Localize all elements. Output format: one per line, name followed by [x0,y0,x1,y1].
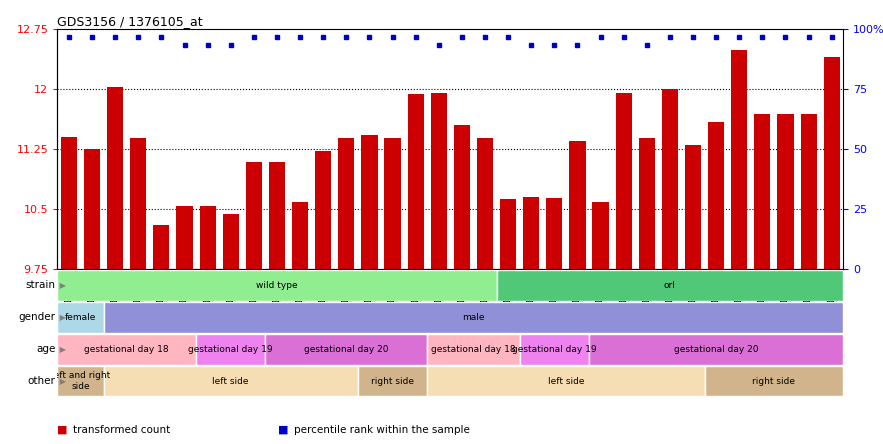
Text: right side: right side [371,377,414,386]
Bar [477,139,493,269]
Bar [57,270,496,301]
Bar [130,139,147,269]
Bar [196,334,266,365]
Bar [496,270,843,301]
Text: gestational day 20: gestational day 20 [674,345,758,354]
Bar [358,366,427,396]
Bar [708,123,724,269]
Text: gestational day 18: gestational day 18 [85,345,169,354]
Bar [266,334,427,365]
Text: GDS3156 / 1376105_at: GDS3156 / 1376105_at [57,15,203,28]
Text: left side: left side [547,377,585,386]
Bar [547,198,562,269]
Bar [408,95,424,269]
Bar [84,149,100,269]
Text: left side: left side [213,377,249,386]
Bar [427,366,705,396]
Bar [338,139,354,269]
Text: wild type: wild type [256,281,298,290]
Text: left and right
side: left and right side [51,372,110,391]
Bar [662,89,678,269]
Text: strain: strain [26,280,56,290]
Bar [431,93,447,269]
Bar [592,202,608,269]
Text: ▶: ▶ [57,345,65,354]
Bar [570,141,585,269]
Text: transformed count: transformed count [73,425,170,435]
Bar [107,87,124,269]
Bar [57,366,103,396]
Bar [801,115,817,269]
Bar [615,93,631,269]
Bar [731,51,747,269]
Text: percentile rank within the sample: percentile rank within the sample [294,425,470,435]
Text: right side: right side [752,377,796,386]
Bar [269,163,285,269]
Bar [292,202,308,269]
Bar [705,366,843,396]
Text: ■: ■ [278,425,292,435]
Bar [57,302,103,333]
Bar [520,334,589,365]
Text: ▶: ▶ [57,281,65,290]
Text: gender: gender [19,312,56,322]
Bar [685,145,701,269]
Bar [754,115,771,269]
Bar [315,151,331,269]
Text: gestational day 18: gestational day 18 [431,345,516,354]
Text: male: male [462,313,485,322]
Bar [361,135,378,269]
Bar [589,334,843,365]
Bar [638,139,655,269]
Text: ▶: ▶ [57,377,65,386]
Text: ▶: ▶ [57,313,65,322]
Text: gestational day 19: gestational day 19 [512,345,597,354]
Bar [500,199,517,269]
Bar [245,163,262,269]
Text: female: female [64,313,96,322]
Bar [57,334,196,365]
Bar [824,57,840,269]
Bar [223,214,238,269]
Text: orl: orl [664,281,675,290]
Text: gestational day 19: gestational day 19 [188,345,273,354]
Bar [427,334,520,365]
Text: gestational day 20: gestational day 20 [304,345,389,354]
Bar [777,115,794,269]
Bar [61,137,77,269]
Text: other: other [27,376,56,386]
Bar [454,125,470,269]
Bar [523,197,540,269]
Bar [384,139,401,269]
Bar [177,206,192,269]
Bar [200,206,215,269]
Text: ■: ■ [57,425,72,435]
Bar [103,366,358,396]
Text: age: age [36,344,56,354]
Bar [154,225,170,269]
